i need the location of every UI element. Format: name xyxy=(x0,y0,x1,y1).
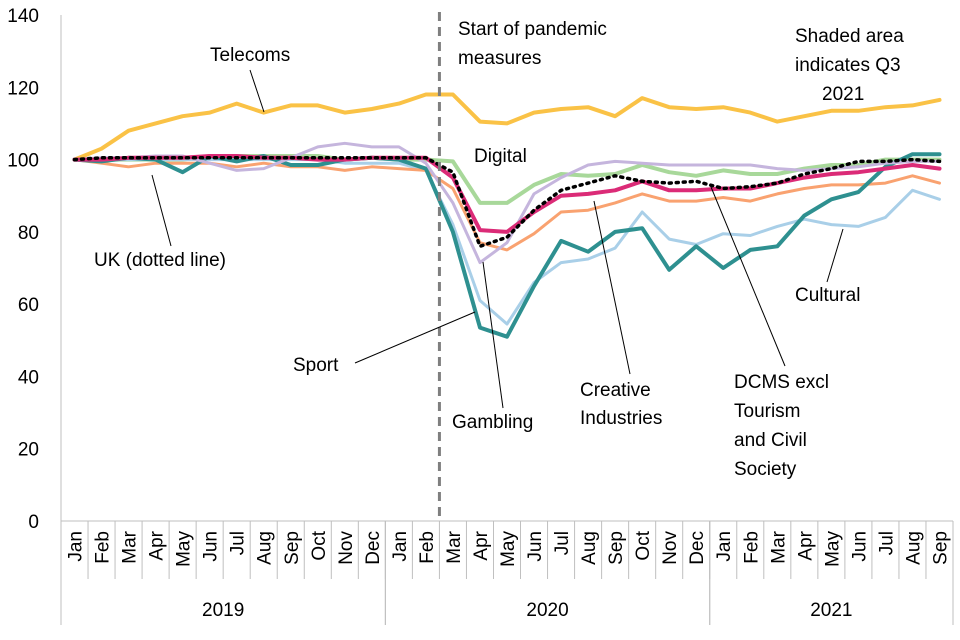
x-tick-label: Jul xyxy=(228,531,249,555)
x-tick-label: Feb xyxy=(417,531,438,564)
x-tick-label: Aug xyxy=(255,531,276,565)
x-tick-label: Jan xyxy=(66,531,87,562)
x-tick-label: Aug xyxy=(903,531,924,565)
x-tick-label: Feb xyxy=(741,531,762,564)
x-tick-label: Dec xyxy=(687,531,708,565)
sport-label: Sport xyxy=(293,355,339,376)
x-tick-label: May xyxy=(498,531,519,567)
y-tick-label: 0 xyxy=(28,512,39,533)
x-tick-label: Aug xyxy=(579,531,600,565)
creative-label-line1: Creative xyxy=(580,380,651,401)
dcms-label-line3: and Civil xyxy=(734,430,807,451)
uk-label: UK (dotted line) xyxy=(94,250,226,271)
dcms-label-line1: DCMS excl xyxy=(734,372,829,393)
year-label: 2020 xyxy=(526,600,568,621)
x-tick-label: Apr xyxy=(471,530,492,560)
pandemic-label-line1: Start of pandemic xyxy=(458,19,607,40)
year-label: 2021 xyxy=(810,600,852,621)
x-tick-label: Sep xyxy=(282,531,303,565)
y-tick-label: 120 xyxy=(7,78,39,99)
x-tick-label: Sep xyxy=(930,531,951,565)
creative-leader xyxy=(593,200,631,375)
y-tick-label: 60 xyxy=(18,295,39,316)
cultural-leader xyxy=(826,228,844,283)
pandemic-label-line2: measures xyxy=(458,48,541,69)
y-tick-label: 20 xyxy=(18,440,39,461)
axes: 0 20 40 60 80 100 120 140 Jan Feb Mar Apr May Jun Jul A… xyxy=(7,6,954,625)
x-tick-label: Jul xyxy=(876,531,897,555)
x-tick-label: Feb xyxy=(93,531,114,564)
gambling-label: Gambling xyxy=(452,412,533,433)
sport-leader xyxy=(354,311,476,364)
annotation-layer: Start of pandemic measures Shaded area i… xyxy=(94,12,904,521)
dcms-leader xyxy=(710,186,786,367)
y-tick-label: 140 xyxy=(7,6,39,27)
uk-leader xyxy=(151,174,172,247)
x-tick-label: Dec xyxy=(363,531,384,565)
x-tick-label: Jul xyxy=(552,531,573,555)
shaded-note-line1: Shaded area xyxy=(795,26,904,47)
dcms-label-line2: Tourism xyxy=(734,401,801,422)
x-tick-label: Mar xyxy=(444,530,465,563)
y-tick-label: 100 xyxy=(7,151,39,172)
x-tick-label: May xyxy=(174,531,195,567)
series-line-sport xyxy=(72,152,942,339)
x-tick-label: Apr xyxy=(147,530,168,560)
x-tick-label: Nov xyxy=(660,531,681,565)
x-tick-label: Mar xyxy=(120,530,141,563)
x-tick-label: Nov xyxy=(336,531,357,565)
telecoms-leader xyxy=(249,69,265,113)
x-tick-label: Apr xyxy=(795,530,816,560)
shaded-note-line2: indicates Q3 xyxy=(795,55,901,76)
cultural-label: Cultural xyxy=(795,285,860,306)
y-tick-label: 40 xyxy=(18,367,39,388)
x-tick-label: Oct xyxy=(633,530,654,560)
series-layer xyxy=(72,92,942,339)
x-tick-label: Jun xyxy=(525,531,546,562)
x-tick-label: Mar xyxy=(768,530,789,563)
digital-label: Digital xyxy=(474,146,527,167)
series-line-telecoms xyxy=(72,92,942,162)
x-tick-label: Oct xyxy=(309,530,330,560)
shaded-note-line3: 2021 xyxy=(822,84,864,105)
x-tick-label: Jan xyxy=(714,531,735,562)
x-tick-label: Jun xyxy=(201,531,222,562)
creative-label-line2: Industries xyxy=(580,408,662,429)
series-line-dcms-excl-tourism-and-civil-society xyxy=(72,154,942,234)
gambling-leader xyxy=(482,261,504,409)
series-line-uk-dotted-line xyxy=(72,156,942,249)
x-tick-label: Jan xyxy=(390,531,411,562)
x-tick-label: Jun xyxy=(849,531,870,562)
series-line-unlabelled-5 xyxy=(73,141,941,265)
year-label: 2019 xyxy=(202,600,244,621)
telecoms-label: Telecoms xyxy=(210,45,290,66)
x-tick-label: May xyxy=(822,531,843,567)
x-tick-label: Sep xyxy=(606,531,627,565)
dcms-label-line4: Society xyxy=(734,459,797,480)
y-tick-label: 80 xyxy=(18,223,39,244)
